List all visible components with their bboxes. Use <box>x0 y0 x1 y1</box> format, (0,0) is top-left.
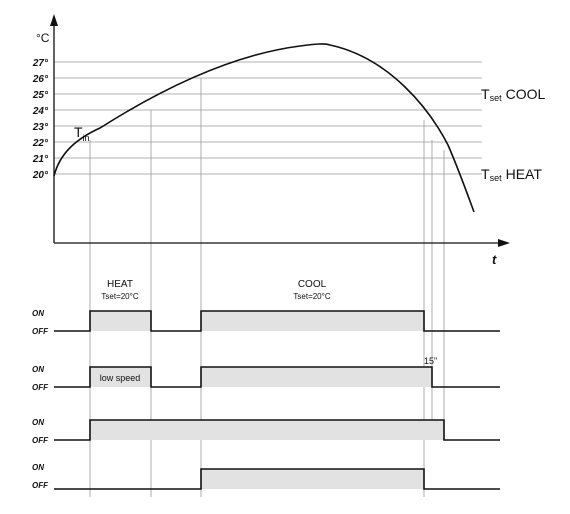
setpoint-heat-mode: HEAT <box>506 166 543 182</box>
setpoint-cool-sub: set <box>490 93 503 103</box>
phase-heat-setpoint: Tset=20°C <box>101 292 138 301</box>
row-off-label: OFF <box>32 436 49 445</box>
x-axis-arrow <box>498 239 510 247</box>
y-tick-label: 22° <box>32 138 49 149</box>
signal-row-1: ON OFF <box>32 309 500 336</box>
row-off-label: OFF <box>32 327 49 336</box>
curve-label-tin: Tin <box>74 124 90 143</box>
curve-label-main: T <box>74 124 83 140</box>
indoor-temperature-curve <box>53 43 475 213</box>
signal-trace <box>54 310 500 332</box>
signal-row-4: ON OFF <box>32 463 500 490</box>
phase-heat-title: HEAT <box>107 279 133 290</box>
y-tick-label: 27° <box>32 58 49 69</box>
y-tick-labels: 27° 26° 25° 24° 23° 22° 21° 20° <box>32 58 49 181</box>
temperature-gridlines <box>54 61 482 175</box>
signal-pulse-cool <box>201 367 432 387</box>
signal-pulse-cool <box>201 469 424 489</box>
setpoint-heat-sub: set <box>490 173 503 183</box>
y-tick-label: 23° <box>32 122 49 133</box>
row-on-label: ON <box>32 365 44 374</box>
row-on-label: ON <box>32 309 44 318</box>
phase-cool-title: COOL <box>298 279 327 290</box>
x-axis-label: t <box>492 252 497 267</box>
signal-trace <box>54 468 500 490</box>
y-tick-label: 21° <box>32 154 49 165</box>
setpoint-cool-mode: COOL <box>506 86 546 102</box>
signal-trace <box>54 419 500 441</box>
y-axis-arrow <box>50 14 58 26</box>
phase-cool-setpoint: Tset=20°C <box>293 292 330 301</box>
signal-pulse-cool <box>201 311 424 331</box>
row-off-label: OFF <box>32 481 49 490</box>
signal-pulse-heat <box>90 311 151 331</box>
signal-pulse-continuous <box>90 420 444 440</box>
axes <box>50 14 510 247</box>
setpoint-heat-main: T <box>481 166 490 182</box>
low-speed-note: low speed <box>100 373 141 383</box>
y-tick-label: 26° <box>32 74 49 85</box>
signal-row-3: ON OFF <box>32 418 500 445</box>
setpoint-heat-label: Tset HEAT <box>481 166 542 183</box>
delay-label: 15" <box>424 356 437 366</box>
row-off-label: OFF <box>32 383 49 392</box>
setpoint-cool-label: Tset COOL <box>481 86 545 103</box>
curve-label-sub: in <box>83 133 90 143</box>
y-tick-label: 24° <box>32 106 49 117</box>
signal-row-2: ON OFF low speed 15" <box>32 356 500 392</box>
y-tick-label: 25° <box>32 90 49 101</box>
y-tick-label: 20° <box>32 170 49 181</box>
signal-pulse-heat <box>90 367 151 387</box>
row-on-label: ON <box>32 418 44 427</box>
row-on-label: ON <box>32 463 44 472</box>
signal-trace <box>54 366 500 388</box>
setpoint-cool-main: T <box>481 86 490 102</box>
y-unit-label: °C <box>36 31 50 45</box>
